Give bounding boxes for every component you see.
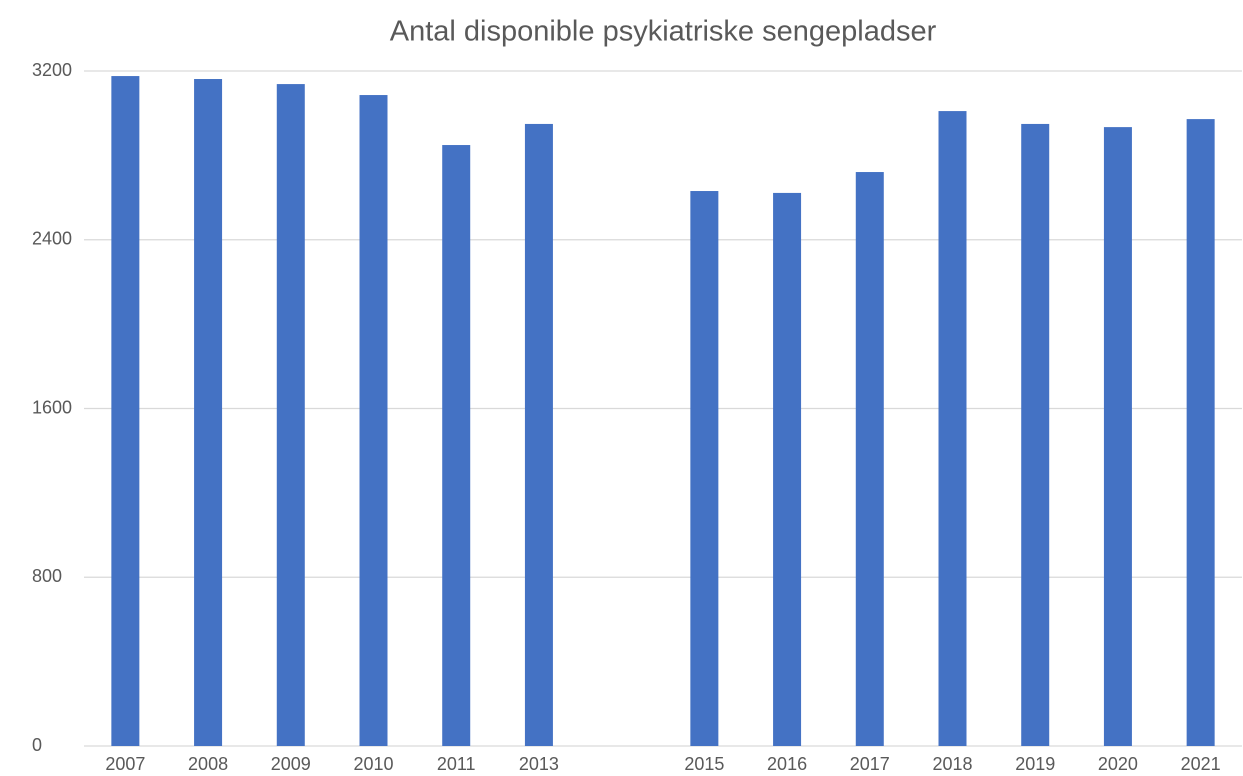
- bar: [111, 76, 140, 746]
- y-tick-label: 800: [32, 566, 62, 586]
- bar: [1103, 127, 1132, 746]
- bar: [524, 123, 553, 746]
- x-tick-label: 2021: [1181, 754, 1221, 774]
- chart-title: Antal disponible psykiatriske sengeplads…: [390, 16, 937, 48]
- x-tick-label: 2015: [684, 754, 724, 774]
- bar: [855, 172, 884, 746]
- x-tick-label: 2018: [932, 754, 972, 774]
- x-tick-label: 2011: [437, 754, 476, 774]
- bar: [359, 95, 388, 746]
- bar: [1186, 119, 1215, 746]
- x-tick-label: 2020: [1098, 754, 1138, 774]
- x-tick-label: 2007: [105, 754, 145, 774]
- bar: [938, 111, 967, 746]
- x-tick-label: 2010: [353, 754, 393, 774]
- bar: [194, 79, 223, 746]
- x-tick-label: 2017: [850, 754, 890, 774]
- bar: [276, 84, 305, 746]
- y-tick-label: 0: [32, 735, 42, 755]
- y-tick-label: 2400: [32, 229, 72, 249]
- x-tick-label: 2016: [767, 754, 807, 774]
- x-tick-label: 2013: [519, 754, 559, 774]
- x-tick-label: 2008: [188, 754, 228, 774]
- bar: [442, 145, 471, 746]
- bar: [690, 191, 719, 746]
- x-tick-label: 2019: [1015, 754, 1055, 774]
- bar: [1021, 123, 1050, 746]
- x-tick-label: 2009: [271, 754, 311, 774]
- y-tick-label: 3200: [32, 60, 72, 80]
- bar: [773, 192, 802, 746]
- y-tick-label: 1600: [32, 397, 72, 417]
